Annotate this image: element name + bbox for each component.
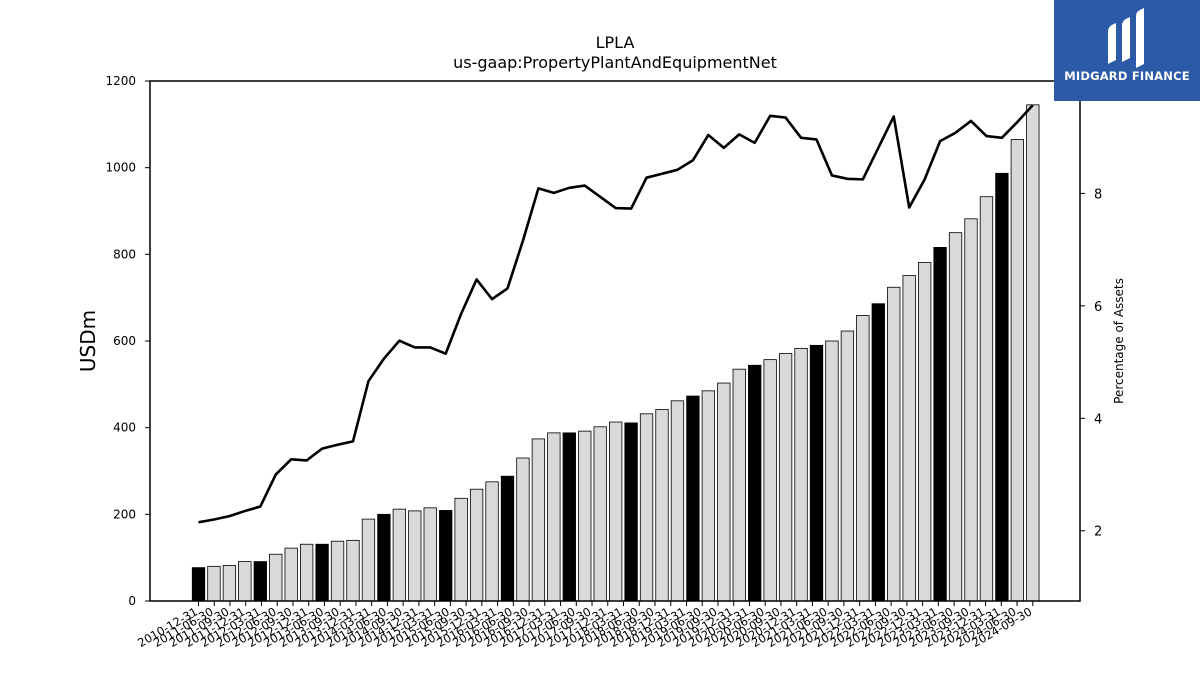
- y2-axis-label: Percentage of Assets: [1112, 278, 1126, 404]
- bar-16: [439, 510, 453, 602]
- y-tick-label: 1200: [105, 74, 136, 88]
- bar-3: [238, 561, 252, 602]
- y-tick-label: 800: [113, 247, 136, 261]
- bar-38: [778, 353, 793, 602]
- bar-24: [562, 432, 576, 602]
- bar-6: [284, 547, 298, 602]
- bar-36: [748, 364, 762, 602]
- bar-19: [485, 481, 499, 602]
- bar-29: [639, 413, 654, 602]
- bar-7: [299, 543, 314, 602]
- chart-title: LPLA: [596, 33, 635, 52]
- bar-32: [686, 395, 700, 602]
- plot-frame: [149, 80, 1081, 602]
- brand-name: MIDGARD FINANCE: [1064, 69, 1190, 83]
- bars-group: [191, 104, 1040, 602]
- percentage-of-assets-line: [198, 104, 1034, 524]
- midgard-bars-icon: [1108, 8, 1144, 68]
- bar-1: [207, 565, 221, 602]
- bar-28: [624, 422, 638, 602]
- bar-15: [423, 507, 437, 602]
- bar-5: [269, 553, 283, 602]
- bar-31: [670, 400, 685, 602]
- bar-41: [825, 340, 839, 602]
- y-axis-label: USDm: [76, 310, 100, 372]
- y-ticks-group: 0 200 400 600 800 1000 1200: [105, 74, 150, 608]
- bar-14: [408, 510, 422, 602]
- bar-33: [701, 390, 715, 602]
- bar-25: [578, 430, 592, 602]
- y2-tick-label: 6: [1094, 300, 1102, 315]
- y-tick-label: 400: [113, 421, 136, 435]
- bar-11: [361, 518, 376, 602]
- bar-50: [964, 218, 978, 602]
- bar-17: [454, 497, 468, 602]
- bar-22: [531, 438, 546, 602]
- y-tick-label: 1000: [105, 161, 136, 175]
- bar-46: [902, 275, 916, 602]
- x-ticks-group: 2010-12-312011-06-302011-09-302011-12-31…: [135, 601, 1034, 650]
- bar-43: [856, 315, 870, 602]
- bar-0: [191, 567, 206, 602]
- bar-53: [1010, 139, 1024, 602]
- bar-35: [732, 368, 746, 602]
- bar-51: [979, 196, 994, 602]
- y-tick-label: 600: [113, 334, 136, 348]
- bar-4: [253, 561, 267, 602]
- y2-tick-label: 2: [1094, 525, 1102, 540]
- bar-21: [516, 457, 530, 602]
- y2-tick-label: 8: [1094, 187, 1102, 202]
- bar-37: [763, 359, 777, 602]
- bar-13: [392, 508, 407, 602]
- bar-23: [547, 432, 561, 602]
- bar-27: [609, 421, 623, 602]
- bar-10: [346, 539, 360, 602]
- bar-39: [794, 347, 808, 602]
- bar-40: [809, 344, 824, 602]
- bar-44: [871, 303, 885, 602]
- y-tick-label: 0: [128, 594, 136, 608]
- bar-12: [377, 513, 391, 602]
- bar-42: [840, 330, 855, 602]
- bar-20: [500, 475, 515, 602]
- bar-49: [948, 232, 963, 602]
- midgard-finance-logo: MIDGARD FINANCE: [1054, 0, 1200, 101]
- bar-54: [1026, 104, 1040, 602]
- bar-48: [933, 246, 947, 602]
- bar-9: [330, 540, 345, 602]
- bar-18: [469, 488, 484, 602]
- y2-tick-label: 4: [1094, 412, 1102, 427]
- bar-8: [315, 543, 329, 602]
- bar-26: [593, 426, 607, 602]
- y-tick-label: 200: [113, 507, 136, 521]
- chart-subtitle: us-gaap:PropertyPlantAndEquipmentNet: [453, 53, 777, 72]
- bar-45: [887, 286, 901, 602]
- bar-30: [655, 409, 669, 602]
- bar-2: [222, 565, 237, 602]
- bar-34: [717, 382, 731, 602]
- bar-47: [918, 262, 932, 602]
- bar-52: [995, 172, 1009, 602]
- y2-ticks-group: 2 4 6 8: [1080, 187, 1102, 540]
